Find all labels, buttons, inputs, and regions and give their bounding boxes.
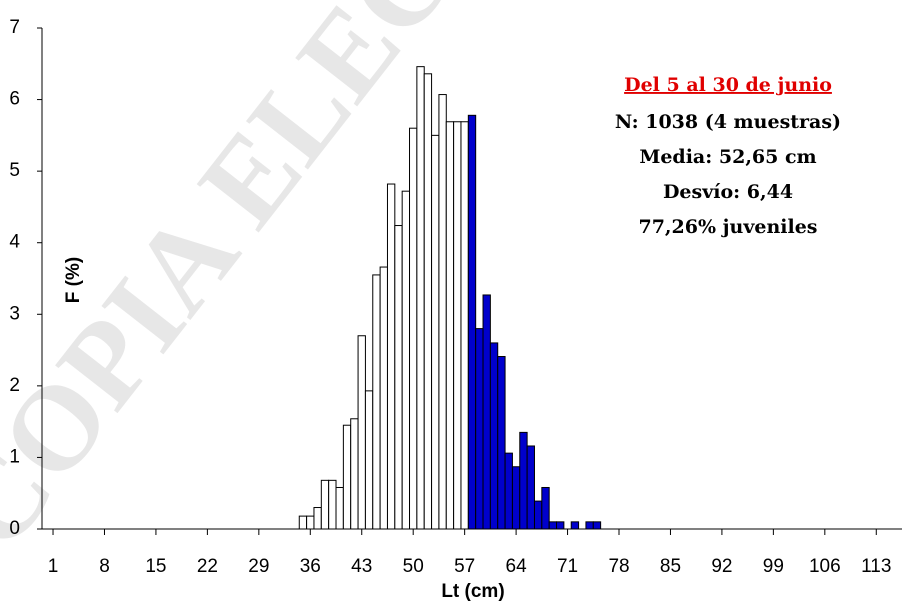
x-tick-label: 71	[557, 556, 578, 577]
bar	[342, 424, 352, 530]
bar	[526, 445, 535, 530]
bar	[460, 121, 469, 530]
bar	[298, 515, 308, 530]
y-tick-label: 2	[9, 375, 20, 396]
x-tick-label: 92	[711, 556, 732, 577]
x-tick-label: 85	[660, 556, 681, 577]
bar	[548, 521, 558, 530]
bar	[379, 266, 388, 530]
annotation-title: Del 5 al 30 de junio	[624, 74, 832, 96]
bar	[416, 66, 425, 530]
bar	[541, 486, 550, 530]
x-tick-label: 50	[403, 556, 424, 577]
bar	[497, 356, 506, 530]
x-axis-label: Lt (cm)	[441, 581, 504, 602]
bar	[335, 486, 344, 530]
bar	[467, 114, 477, 530]
bar	[504, 452, 513, 530]
bar	[306, 515, 315, 530]
bar	[445, 121, 455, 530]
annotation: N: 1038 (4 muestras)	[615, 111, 841, 133]
y-tick-label: 3	[9, 303, 20, 324]
bar	[328, 479, 337, 530]
x-tick-label: 64	[506, 556, 528, 577]
y-tick-label: 6	[9, 89, 20, 110]
x-tick-label: 8	[99, 556, 110, 577]
x-tick-label: 36	[300, 556, 321, 577]
x-tick-label: 1	[48, 556, 59, 577]
x-tick-label: 106	[809, 556, 841, 577]
bar	[357, 335, 366, 530]
y-tick-label: 1	[9, 446, 20, 467]
bar	[431, 134, 440, 530]
x-tick-label: 15	[145, 556, 166, 577]
annotation: Media: 52,65 cm	[639, 146, 816, 168]
x-tick-label: 113	[861, 556, 891, 577]
bar	[313, 507, 322, 530]
annotation: 77,26% juveniles	[638, 216, 817, 238]
bar	[350, 418, 359, 530]
bar	[364, 390, 374, 530]
bar	[453, 121, 462, 530]
bar	[511, 466, 521, 530]
y-axis-label: F (%)	[63, 257, 84, 303]
bar	[372, 274, 381, 530]
bar	[519, 431, 528, 530]
x-tick-label: 99	[763, 556, 784, 577]
bar	[394, 225, 403, 530]
annotation: Desvío: 6,44	[663, 181, 793, 203]
bar	[570, 521, 580, 530]
bar	[475, 328, 484, 530]
x-tick-label: 78	[608, 556, 629, 577]
bar	[438, 94, 447, 530]
y-tick-label: 5	[9, 160, 20, 181]
y-tick-label: 4	[9, 232, 20, 253]
bar	[533, 500, 543, 530]
x-tick-label: 29	[248, 556, 269, 577]
bar	[423, 73, 433, 530]
bar	[320, 479, 330, 530]
bar	[592, 521, 602, 530]
bar	[585, 521, 594, 530]
x-tick-label: 57	[454, 556, 475, 577]
bar	[386, 183, 396, 530]
bar	[482, 294, 491, 530]
bar	[401, 190, 411, 530]
bar	[556, 521, 565, 530]
x-tick-label: 22	[197, 556, 218, 577]
bar	[489, 342, 499, 530]
x-tick-label: 43	[351, 556, 372, 577]
y-tick-label: 7	[9, 17, 20, 38]
y-tick-label: 0	[9, 518, 20, 539]
bar	[409, 127, 418, 530]
